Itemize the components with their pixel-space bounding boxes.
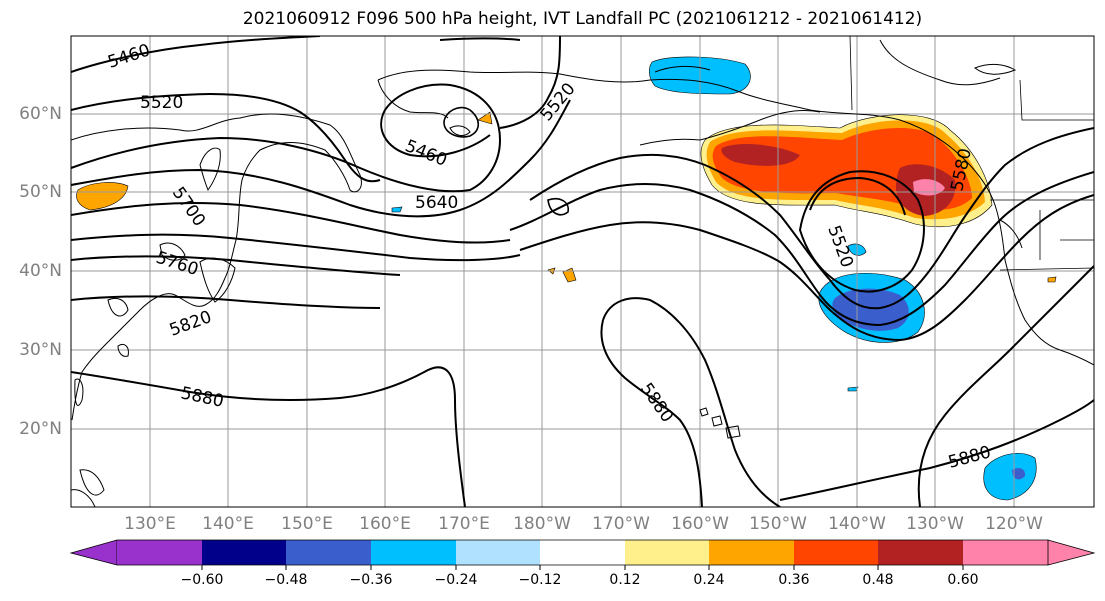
lon-label: 170°E (438, 514, 490, 534)
lat-label: 20°N (19, 419, 62, 439)
colorbar-swatch (709, 540, 794, 565)
lat-label: 50°N (19, 182, 62, 202)
lat-label: 60°N (19, 104, 62, 124)
colorbar-swatch (286, 540, 371, 565)
map-title: 2021060912 F096 500 hPa height, IVT Land… (242, 9, 923, 29)
map-frame (70, 35, 1095, 508)
colorbar-swatch (117, 540, 202, 565)
colorbar-swatch (371, 540, 456, 565)
colorbar-swatch (202, 540, 286, 565)
colorbar-swatch (625, 540, 709, 565)
colorbar-tick-label: −0.36 (349, 572, 393, 588)
colorbar-tick-label: 0.12 (609, 572, 641, 588)
contour-label: 5880 (636, 379, 677, 426)
colorbar-tick-label: 0.24 (693, 572, 725, 588)
colorbar-swatch (878, 540, 963, 565)
contour-label: 5880 (179, 383, 225, 412)
colorbar-swatch (540, 540, 625, 565)
lon-label: 160°W (671, 514, 729, 534)
contour-label: 5820 (167, 307, 214, 341)
contour-label: 5520 (537, 79, 580, 125)
lon-label: 130°W (906, 514, 964, 534)
lon-label: 150°E (281, 514, 333, 534)
contour-label: 5760 (153, 248, 200, 280)
lon-label: 120°W (985, 514, 1043, 534)
lon-label: 140°W (828, 514, 886, 534)
colorbar-swatch (963, 540, 1048, 565)
ivt-shading (76, 56, 1057, 501)
contour-label: 5700 (168, 183, 209, 230)
colorbar-tick-label: 0.48 (862, 572, 894, 588)
lon-label: 130°E (124, 514, 176, 534)
colorbar-tick-label: −0.24 (434, 572, 478, 588)
lat-label: 40°N (19, 261, 62, 281)
lon-label: 180°W (513, 514, 571, 534)
colorbar-tick-label: −0.48 (264, 572, 308, 588)
colorbar-tick-label: 0.36 (778, 572, 810, 588)
contour-label: 5520 (140, 93, 183, 113)
colorbar-tick-label: −0.12 (518, 572, 562, 588)
colorbar-extend-high (1047, 539, 1096, 566)
lat-label: 30°N (19, 340, 62, 360)
coastlines (71, 39, 1094, 507)
colorbar-tick-label: −0.60 (180, 572, 224, 588)
contour-label: 5640 (415, 193, 458, 213)
lon-label: 160°E (359, 514, 411, 534)
contour-labels: 5460 5520 5460 5520 5700 5640 5760 5820 … (105, 40, 993, 472)
contour-label: 5460 (105, 40, 152, 72)
height-contours (71, 36, 1094, 507)
colorbar-tick-label: 0.60 (947, 572, 979, 588)
colorbar-swatch (794, 540, 878, 565)
colorbar (69, 539, 1096, 570)
contour-label: 5460 (402, 136, 450, 171)
lon-label: 150°W (749, 514, 807, 534)
colorbar-swatch (456, 540, 540, 565)
lon-label: 170°W (592, 514, 650, 534)
graticule (71, 36, 1094, 507)
colorbar-extend-low (69, 539, 118, 566)
lon-label: 140°E (202, 514, 254, 534)
